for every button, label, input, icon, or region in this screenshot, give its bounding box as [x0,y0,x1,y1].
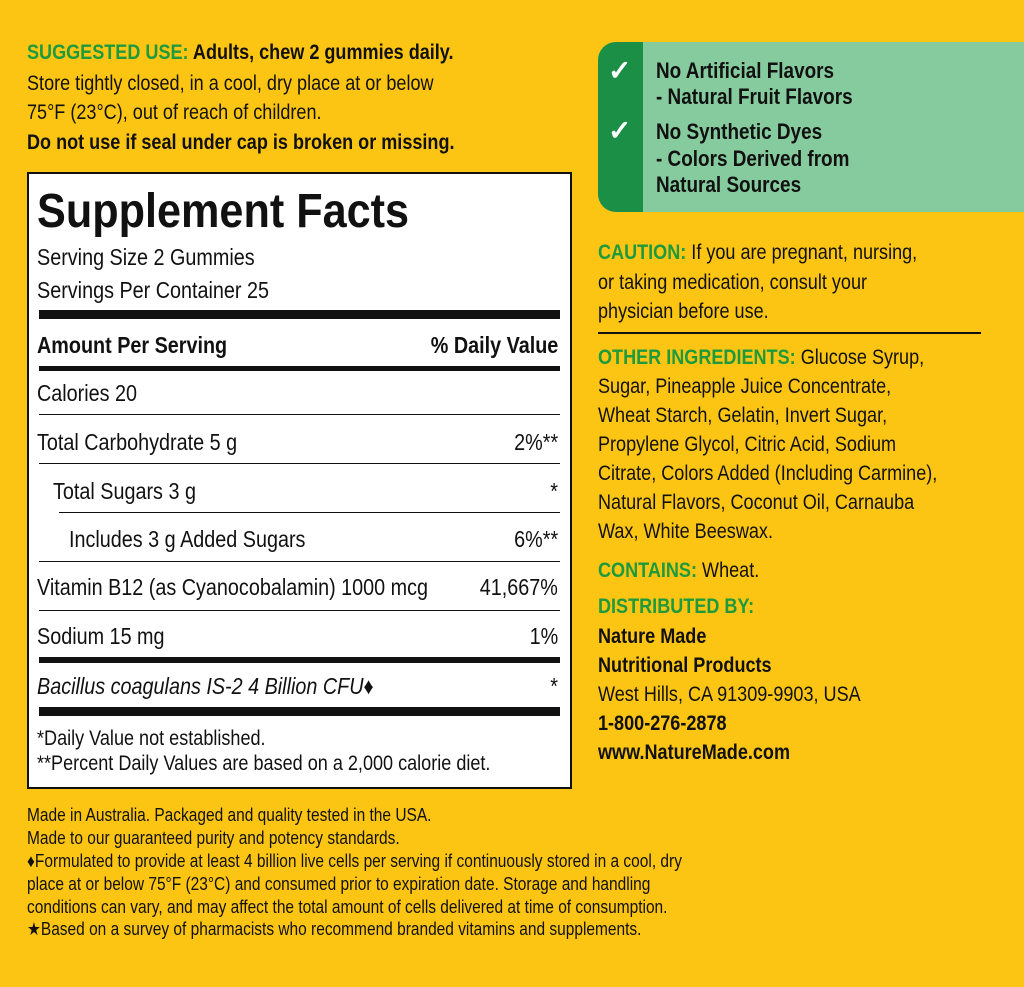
caution-text: If you are pregnant, nursing, [691,241,918,264]
ingredients-text: Sugar, Pineapple Juice Concentrate, [598,375,892,398]
divider [39,414,560,415]
check-icon: ✓ [608,55,632,86]
badge-strip [598,42,643,212]
footer-line: Made to our guaranteed purity and potenc… [27,828,400,848]
claim-colors-derived: - Colors Derived from [656,146,850,171]
ingredients-text: Natural Flavors, Coconut Oil, Carnauba [598,491,915,514]
row-calories: Calories 20 [37,380,138,406]
footer-line: place at or below 75°F (23°C) and consum… [27,874,651,894]
distributor-phone: 1-800-276-2878 [598,712,727,735]
other-ingredients-label: OTHER INGREDIENTS: [598,346,796,369]
footer-line: ★Based on a survey of pharmacists who re… [27,919,642,939]
ingredients-text: Citrate, Colors Added (Including Carmine… [598,462,938,485]
ingredients-text: Propylene Glycol, Citric Acid, Sodium [598,433,897,456]
row-vitamin-b12: Vitamin B12 (as Cyanocobalamin) 1000 mcg [37,574,429,600]
divider [39,610,560,611]
caution-text-3: physician before use. [598,300,769,323]
footer-line: ♦Formulated to provide at least 4 billio… [27,851,682,871]
claim-natural-fruit-flavors: - Natural Fruit Flavors [656,84,853,109]
contains-label: CONTAINS: [598,559,697,582]
divider-thick [39,707,560,716]
footer-line: Made in Australia. Packaged and quality … [27,805,432,825]
distributor-website: www.NatureMade.com [598,741,791,764]
row-total-carbohydrate: Total Carbohydrate 5 g [37,429,238,455]
claim-no-synthetic-dyes: No Synthetic Dyes [656,119,823,144]
seal-warning: Do not use if seal under cap is broken o… [27,131,455,154]
suggested-use-label: SUGGESTED USE: [27,41,189,64]
dv-sodium: 1% [529,623,558,649]
serving-size: Serving Size 2 Gummies [37,244,255,270]
divider-thick [39,310,560,319]
dv-vitamin-b12: 41,667% [479,574,558,600]
divider-medium [39,366,560,371]
claim-no-artificial-flavors: No Artificial Flavors [656,58,835,83]
divider [39,463,560,464]
distributor-name: Nature Made [598,625,707,648]
divider [59,512,560,513]
ingredients-text: Wheat Starch, Gelatin, Invert Sugar, [598,404,888,427]
dv-added-sugars: 6%** [514,526,558,552]
dv-total-carbohydrate: 2%** [514,429,558,455]
distributed-by-label: DISTRIBUTED BY: [598,595,755,618]
claim-natural-sources: Natural Sources [656,172,802,197]
ingredients-text: Glucose Syrup, [800,346,925,369]
dv-bacillus-coagulans: * [550,673,558,699]
ingredients-text: Wax, White Beeswax. [598,520,773,543]
check-icon: ✓ [608,115,632,146]
facts-title: Supplement Facts [37,185,410,238]
row-added-sugars: Includes 3 g Added Sugars [69,526,306,552]
contains-section: CONTAINS: Wheat. [598,560,759,581]
footnote-percent-dv: **Percent Daily Values are based on a 2,… [37,752,491,775]
divider [39,561,560,562]
suggested-use-dose: Adults, chew 2 gummies daily. [192,41,454,64]
distributor-address: West Hills, CA 91309-9903, USA [598,683,861,706]
footnote-dv-not-established: *Daily Value not established. [37,727,266,750]
distributor-name-2: Nutritional Products [598,654,772,677]
supplement-facts-panel: Supplement Facts Serving Size 2 Gummies … [27,172,572,789]
claims-badge: ✓ ✓ No Artificial Flavors - Natural Frui… [598,42,1024,212]
servings-per-container: Servings Per Container 25 [37,277,269,303]
divider-medium [39,657,560,663]
row-total-sugars: Total Sugars 3 g [53,478,196,504]
storage-text: Store tightly closed, in a cool, dry pla… [27,72,434,95]
divider [598,332,981,334]
footer-line: conditions can vary, and may affect the … [27,897,668,917]
caution-label: CAUTION: [598,241,687,264]
daily-value-header: % Daily Value [430,332,558,358]
dv-total-sugars: * [550,478,558,504]
row-sodium: Sodium 15 mg [37,623,165,649]
caution-text-2: or taking medication, consult your [598,271,868,294]
amount-per-serving-header: Amount Per Serving [37,332,228,358]
storage-text-2: 75°F (23°C), out of reach of children. [27,101,322,124]
row-bacillus-coagulans: Bacillus coagulans IS-2 4 Billion CFU♦ [37,673,374,699]
contains-value: Wheat. [702,559,760,582]
